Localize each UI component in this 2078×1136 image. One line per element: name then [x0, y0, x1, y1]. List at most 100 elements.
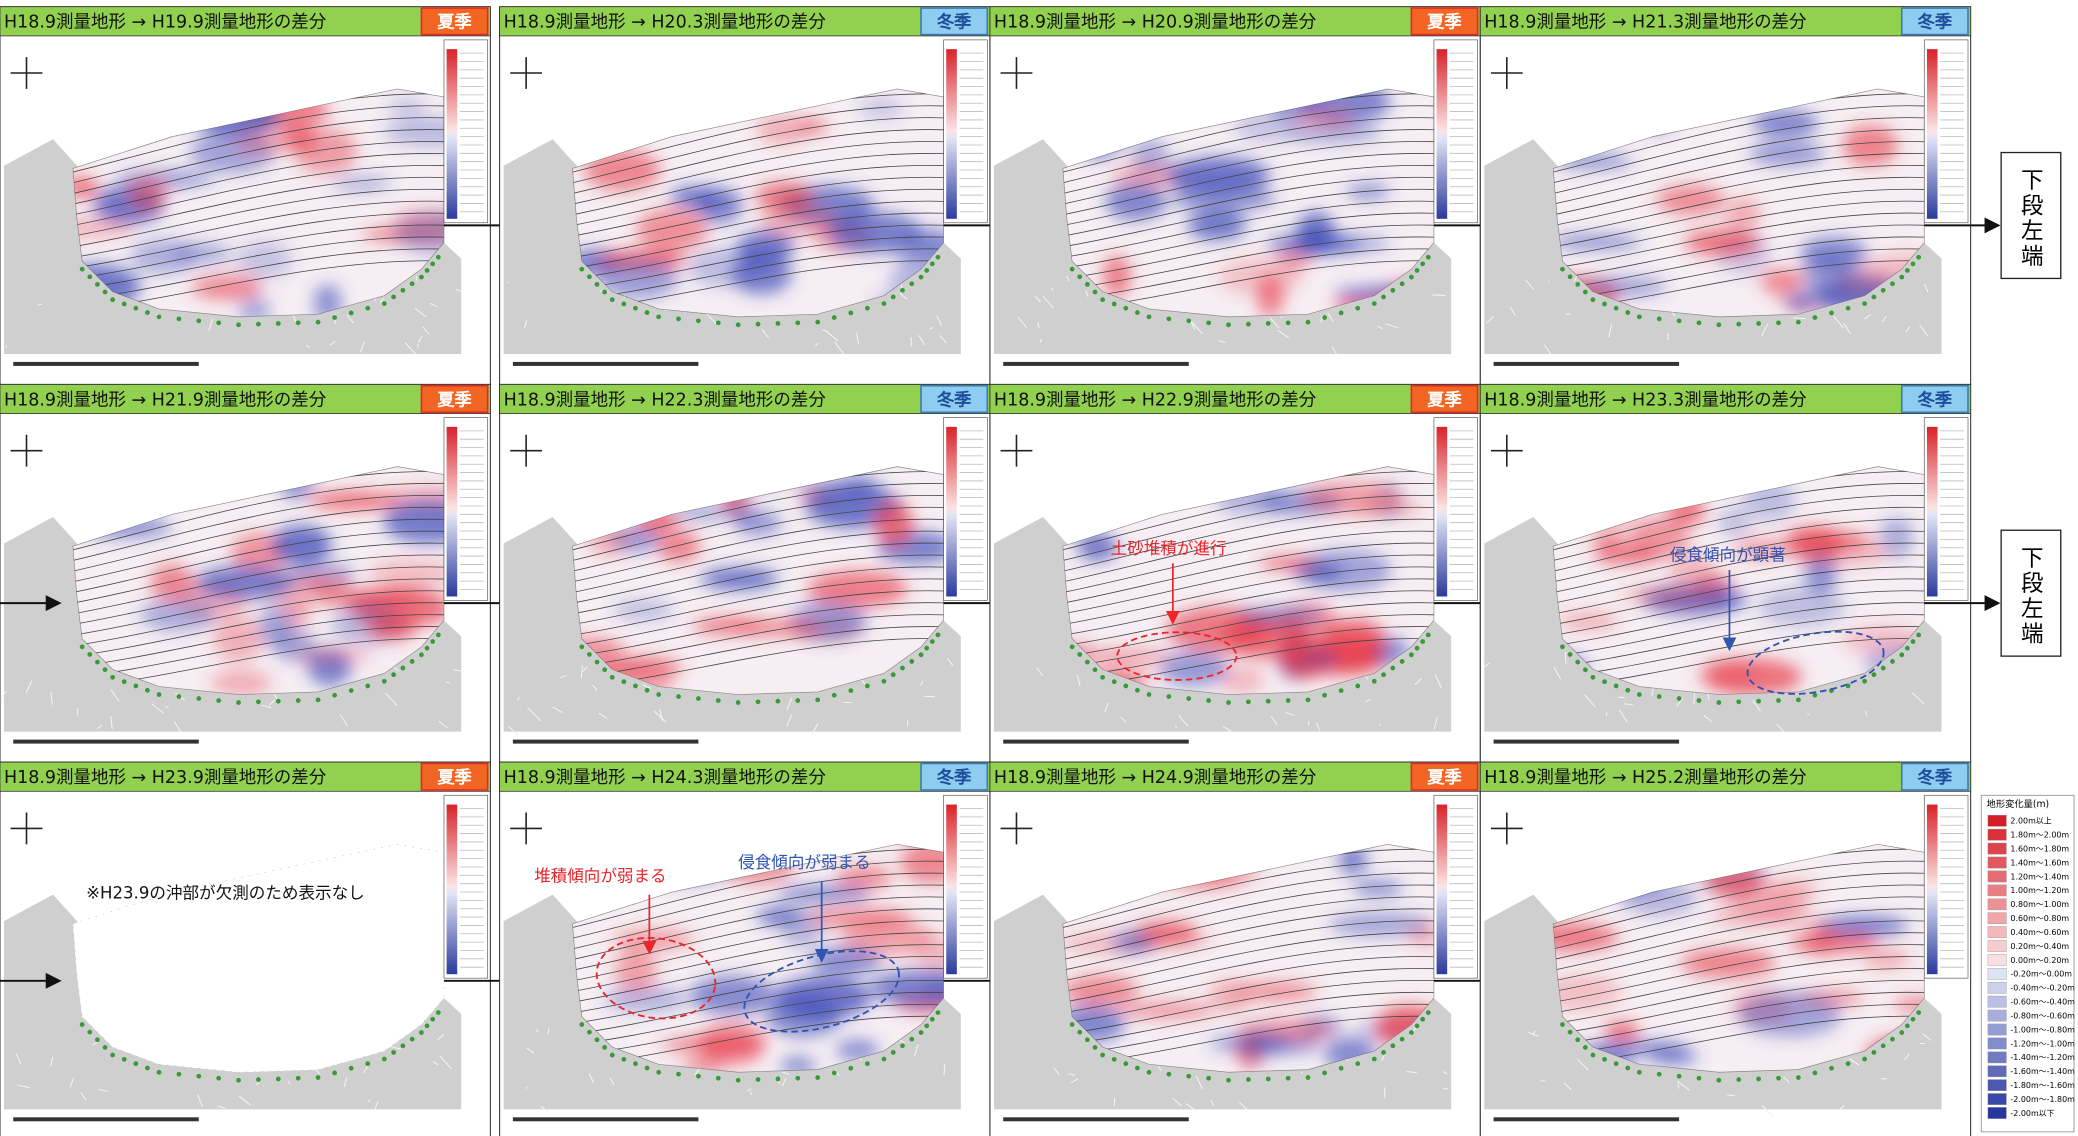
annotation-box: 堆積傾向が弱まる	[534, 866, 690, 919]
legend-swatch	[1988, 926, 2007, 937]
survey-point	[1625, 310, 1630, 315]
survey-point	[1756, 1077, 1761, 1082]
mini-legend-bar	[946, 49, 957, 219]
legend-label: 1.00m～1.20m	[2010, 886, 2069, 895]
survey-point	[1905, 646, 1910, 651]
survey-point	[1575, 660, 1580, 665]
survey-point	[1813, 1071, 1818, 1076]
legend-swatch	[1988, 1107, 2007, 1118]
change-blob	[1111, 932, 1154, 952]
survey-point	[900, 666, 905, 671]
change-blob	[1209, 980, 1249, 1013]
survey-point	[776, 1077, 781, 1082]
road	[1678, 1084, 1679, 1089]
survey-point	[602, 667, 607, 672]
survey-point	[1077, 274, 1082, 279]
survey-point	[1736, 322, 1741, 327]
survey-point	[365, 306, 370, 311]
legend-label: 0.00m～0.20m	[2010, 956, 2069, 965]
survey-point	[882, 679, 887, 684]
change-blob	[1187, 210, 1246, 241]
road	[416, 276, 417, 281]
change-blob	[369, 559, 453, 588]
panel: H18.9測量地形 → H20.3測量地形の差分冬季	[500, 7, 990, 385]
annotation-box: 侵食傾向が顕著	[1670, 545, 1856, 598]
survey-point	[579, 644, 584, 649]
change-blob	[294, 649, 374, 663]
survey-point	[365, 1061, 370, 1066]
survey-point	[1070, 267, 1075, 272]
survey-point	[1420, 639, 1425, 644]
change-blob	[259, 606, 293, 648]
survey-point	[1306, 697, 1311, 702]
survey-point	[332, 693, 337, 698]
survey-point	[296, 320, 301, 325]
survey-point	[1575, 1037, 1580, 1042]
change-blob	[1307, 650, 1339, 667]
survey-point	[882, 301, 887, 306]
survey-point	[1420, 261, 1425, 266]
survey-point	[1872, 1050, 1877, 1055]
survey-point	[848, 311, 853, 316]
survey-point	[145, 310, 150, 315]
survey-point	[1829, 1066, 1834, 1071]
survey-point	[1614, 684, 1619, 689]
survey-point	[1400, 1037, 1405, 1042]
panel: H18.9測量地形 → H22.3測量地形の差分冬季	[500, 384, 990, 762]
scale-bar	[1003, 740, 1189, 744]
survey-point	[1736, 1077, 1741, 1082]
survey-point	[157, 692, 162, 697]
survey-point	[1355, 684, 1360, 689]
survey-point	[1568, 652, 1573, 657]
panel-title: H18.9測量地形 → H22.3測量地形の差分	[504, 390, 827, 410]
survey-point	[103, 1045, 108, 1050]
panel: H18.9測量地形 → H21.9測量地形の差分夏季	[0, 384, 490, 762]
survey-point	[1286, 320, 1291, 325]
survey-point	[391, 1050, 396, 1055]
survey-point	[1246, 322, 1251, 327]
legend-label: 2.00m以上	[2010, 817, 2051, 826]
panel-title: H18.9測量地形 → H23.3測量地形の差分	[1484, 390, 1807, 410]
survey-point	[1206, 1076, 1211, 1081]
survey-point	[919, 275, 924, 280]
annotation: ※H23.9の沖部が欠測のため表示なし	[86, 883, 444, 904]
change-blob	[1760, 879, 1818, 901]
change-blob	[657, 530, 700, 562]
survey-point	[425, 1023, 430, 1028]
change-blob	[1103, 255, 1131, 297]
survey-point	[410, 1037, 415, 1042]
season-label: 夏季	[1427, 12, 1462, 33]
survey-point	[930, 1017, 935, 1022]
survey-point	[177, 694, 182, 699]
change-blob	[690, 976, 775, 1015]
mini-legend-bar	[1927, 49, 1938, 219]
change-blob	[332, 176, 392, 191]
survey-point	[595, 282, 600, 287]
survey-point	[865, 1061, 870, 1066]
mini-legend-bar	[1437, 427, 1448, 597]
survey-point	[95, 282, 100, 287]
survey-point	[382, 301, 387, 306]
mini-legend-bar	[447, 427, 458, 597]
survey-point	[633, 306, 638, 311]
change-blob	[615, 948, 657, 992]
survey-point	[1591, 675, 1596, 680]
survey-point	[296, 1076, 301, 1081]
survey-point	[891, 295, 896, 300]
survey-point	[1226, 700, 1231, 705]
survey-point	[1147, 1070, 1152, 1075]
survey-point	[919, 652, 924, 657]
survey-point	[1796, 1075, 1801, 1080]
survey-point	[110, 1053, 115, 1058]
scale-bar	[13, 362, 199, 366]
panel: H18.9測量地形 → H23.9測量地形の差分夏季※H23.9の沖部が欠測のた…	[0, 762, 490, 1136]
survey-point	[1286, 698, 1291, 703]
survey-point	[1905, 268, 1910, 273]
survey-point	[736, 322, 741, 327]
survey-point	[1226, 322, 1231, 327]
survey-point	[795, 698, 800, 703]
survey-point	[1372, 679, 1377, 684]
survey-point	[1657, 694, 1662, 699]
change-blob	[1301, 550, 1392, 592]
survey-point	[936, 1010, 941, 1015]
